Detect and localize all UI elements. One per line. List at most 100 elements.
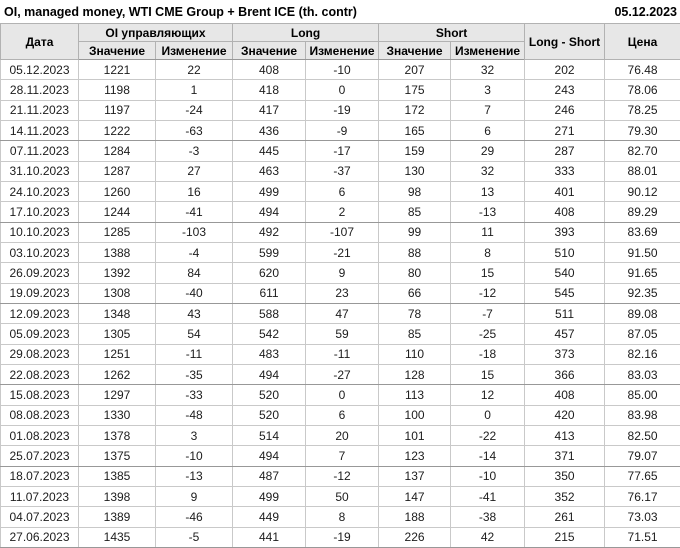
- cell-short-value: 113: [378, 384, 452, 406]
- cell-price: 91.65: [604, 262, 680, 284]
- cell-oi-change: 22: [154, 58, 234, 81]
- cell-oi-value: 1284: [78, 140, 156, 162]
- cell-oi-change: -13: [154, 465, 234, 487]
- cell-long-change: -27: [305, 363, 380, 386]
- cell-long-short: 333: [524, 160, 606, 182]
- cell-price: 76.17: [604, 485, 680, 508]
- cell-short-change: 6: [450, 119, 526, 142]
- cell-long-value: 483: [232, 343, 307, 365]
- table-row: 07.11.2023 1284 -3 445 -17 159 29 287 82.70: [0, 140, 680, 162]
- cell-long-short: 352: [524, 485, 606, 508]
- col-header-short-value: Значение: [378, 41, 452, 60]
- cell-oi-change: -11: [154, 343, 234, 365]
- cell-long-change: -19: [305, 99, 380, 121]
- table-row: 12.09.2023 1348 43 588 47 78 -7 511 89.08: [0, 302, 680, 325]
- cell-long-value: 494: [232, 363, 307, 386]
- cell-long-change: -19: [305, 526, 380, 548]
- cell-long-value: 520: [232, 384, 307, 406]
- table-row: 25.07.2023 1375 -10 494 7 123 -14 371 79.07: [0, 445, 680, 467]
- col-header-oi-value: Значение: [78, 41, 156, 60]
- cell-long-short: 401: [524, 180, 606, 203]
- cell-short-value: 99: [378, 221, 452, 243]
- cell-long-change: -17: [305, 140, 380, 162]
- cell-date: 27.06.2023: [0, 526, 79, 548]
- cell-long-value: 514: [232, 424, 307, 447]
- cell-date: 26.09.2023: [0, 262, 79, 284]
- report-date: 05.12.2023: [614, 4, 677, 19]
- cell-oi-value: 1308: [78, 282, 156, 304]
- cell-date: 10.10.2023: [0, 221, 79, 243]
- cell-price: 91.50: [604, 241, 680, 264]
- cell-oi-change: 1: [154, 79, 234, 101]
- cell-short-change: -7: [450, 302, 526, 325]
- cell-long-change: 23: [305, 282, 380, 304]
- col-header-date: Дата: [0, 23, 79, 60]
- cell-long-short: 420: [524, 404, 606, 426]
- cell-short-value: 165: [378, 119, 452, 142]
- cell-oi-value: 1378: [78, 424, 156, 447]
- cell-short-value: 188: [378, 506, 452, 528]
- cell-short-value: 98: [378, 180, 452, 203]
- cell-short-change: 29: [450, 140, 526, 162]
- cell-oi-change: -48: [154, 404, 234, 426]
- cell-short-value: 207: [378, 58, 452, 81]
- cell-short-value: 78: [378, 302, 452, 325]
- cell-short-change: 15: [450, 262, 526, 284]
- cell-date: 28.11.2023: [0, 79, 79, 101]
- cell-short-value: 175: [378, 79, 452, 101]
- cell-long-change: -10: [305, 58, 380, 81]
- cell-price: 89.08: [604, 302, 680, 325]
- cell-date: 03.10.2023: [0, 241, 79, 264]
- cell-long-change: 7: [305, 445, 380, 467]
- cell-oi-value: 1305: [78, 323, 156, 345]
- cell-long-short: 545: [524, 282, 606, 304]
- cell-long-short: 202: [524, 58, 606, 81]
- sub-header-row: Значение Изменение Значение Изменение Зн…: [1, 41, 680, 60]
- cell-oi-change: -5: [154, 526, 234, 548]
- cell-long-change: 47: [305, 302, 380, 325]
- cell-long-value: 487: [232, 465, 307, 487]
- cell-long-short: 246: [524, 99, 606, 121]
- cell-date: 15.08.2023: [0, 384, 79, 406]
- table-row: 27.06.2023 1435 -5 441 -19 226 42 215 71.51: [0, 526, 680, 548]
- cell-short-change: -41: [450, 485, 526, 508]
- cell-long-short: 393: [524, 221, 606, 243]
- cell-short-value: 137: [378, 465, 452, 487]
- cell-long-change: 50: [305, 485, 380, 508]
- cell-long-change: 2: [305, 201, 380, 223]
- table-row: 31.10.2023 1287 27 463 -37 130 32 333 88.01: [0, 160, 680, 182]
- cell-long-value: 520: [232, 404, 307, 426]
- cell-long-value: 408: [232, 58, 307, 81]
- cell-long-value: 418: [232, 79, 307, 101]
- cell-long-change: 6: [305, 404, 380, 426]
- cell-oi-change: 9: [154, 485, 234, 508]
- cell-oi-value: 1348: [78, 302, 156, 325]
- col-header-oi-change: Изменение: [154, 41, 234, 60]
- cell-long-change: -21: [305, 241, 380, 264]
- cell-long-value: 436: [232, 119, 307, 142]
- cell-short-value: 101: [378, 424, 452, 447]
- cell-short-change: 32: [450, 58, 526, 81]
- table-row: 29.08.2023 1251 -11 483 -11 110 -18 373 82.16: [0, 343, 680, 365]
- cell-price: 89.29: [604, 201, 680, 223]
- cell-long-change: 9: [305, 262, 380, 284]
- cell-oi-change: 27: [154, 160, 234, 182]
- cell-price: 82.70: [604, 140, 680, 162]
- cell-short-change: -14: [450, 445, 526, 467]
- cell-short-change: 42: [450, 526, 526, 548]
- cell-short-value: 80: [378, 262, 452, 284]
- cell-long-change: 8: [305, 506, 380, 528]
- cell-long-value: 449: [232, 506, 307, 528]
- col-header-long-change: Изменение: [305, 41, 380, 60]
- cell-long-value: 445: [232, 140, 307, 162]
- cell-oi-change: 84: [154, 262, 234, 284]
- cell-short-change: 7: [450, 99, 526, 121]
- cell-short-value: 130: [378, 160, 452, 182]
- cell-date: 14.11.2023: [0, 119, 79, 142]
- cell-long-change: 0: [305, 79, 380, 101]
- cell-date: 12.09.2023: [0, 302, 79, 325]
- cell-date: 08.08.2023: [0, 404, 79, 426]
- cell-date: 11.07.2023: [0, 485, 79, 508]
- cell-oi-value: 1287: [78, 160, 156, 182]
- cell-oi-value: 1197: [78, 99, 156, 121]
